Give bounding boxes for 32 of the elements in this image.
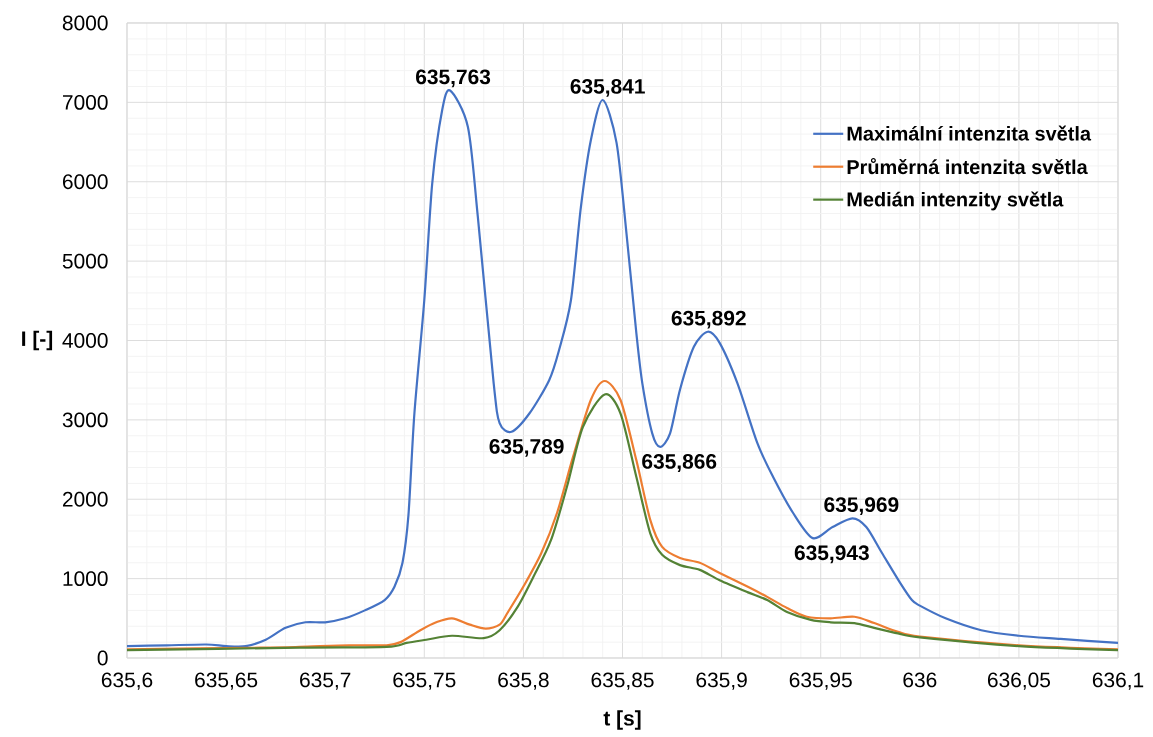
y-tick-label: 0 (97, 650, 108, 666)
y-tick-label: 4000 (62, 333, 108, 348)
y-tick-label: 3000 (62, 412, 108, 428)
x-tick-label: 636 (903, 672, 937, 688)
legend-label: Průměrná intenzita světla (847, 157, 1088, 175)
y-tick-label: 1000 (63, 571, 108, 587)
annotation: 635,969 (824, 497, 899, 516)
legend-label: Maximální intenzita světla (847, 125, 1092, 141)
annotation: 635,892 (671, 310, 746, 329)
x-tick-label: 635,95 (789, 672, 852, 690)
y-axis-title: I [-] (22, 330, 53, 351)
x-tick-label: 636,05 (987, 672, 1051, 690)
annotation: 635,866 (642, 454, 717, 472)
annotation: 635,841 (570, 78, 645, 97)
y-tick-label: 2000 (62, 491, 108, 507)
x-tick-label: 635,7 (300, 672, 351, 690)
annotation: 635,763 (416, 69, 491, 88)
y-tick-label: 6000 (63, 174, 108, 190)
x-tick-label: 635,75 (393, 672, 456, 690)
y-tick-label: 5000 (62, 253, 108, 269)
x-tick-label: 635,65 (195, 672, 258, 690)
x-axis-title: t [s] (603, 710, 641, 730)
x-tick-label: 635,8 (498, 672, 549, 690)
x-tick-label: 635,6 (101, 672, 153, 690)
y-tick-label: 7000 (63, 94, 108, 110)
x-tick-label: 635,9 (696, 672, 747, 690)
legend-label: Medián intenzity světla (847, 191, 1064, 211)
x-tick-label: 636,1 (1092, 672, 1144, 690)
y-tick-label: 8000 (62, 15, 108, 31)
x-tick-label: 635,85 (591, 672, 654, 690)
annotation: 635,943 (794, 545, 869, 564)
annotation: 635,789 (489, 438, 564, 457)
